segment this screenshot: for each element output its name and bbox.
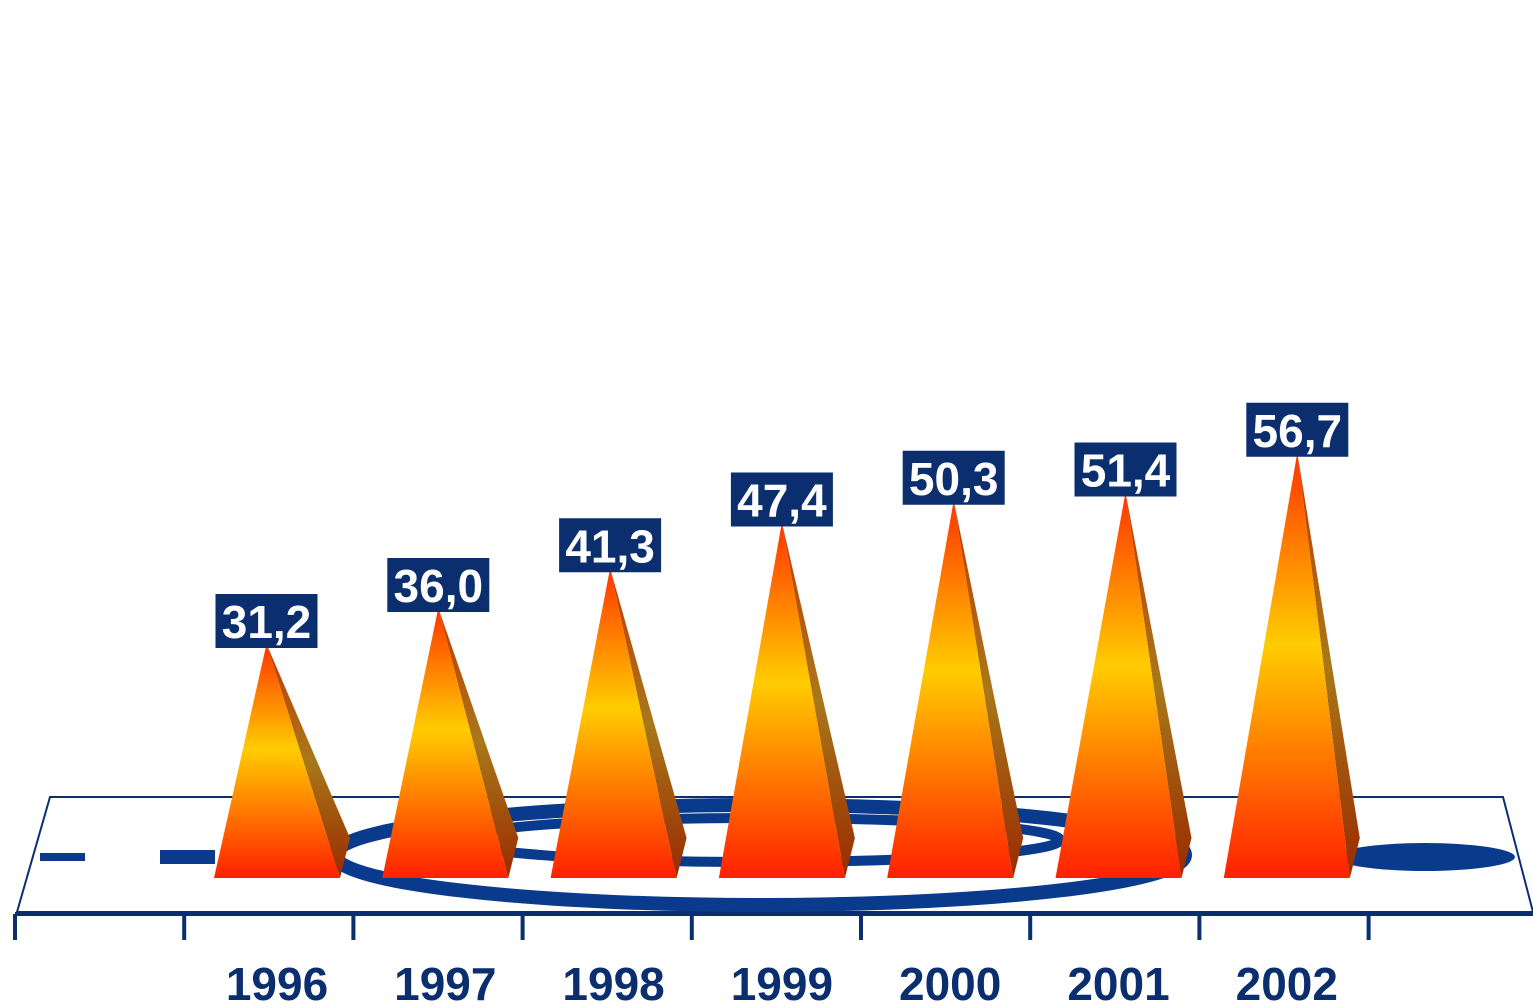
data-label: 51,4 <box>1081 445 1171 497</box>
pyramid-bar <box>1223 452 1350 878</box>
pyramid-bar-side <box>1297 452 1360 878</box>
data-label: 56,7 <box>1253 405 1343 457</box>
pyramid-bars <box>214 452 1360 878</box>
pyramid-bar <box>887 500 1014 878</box>
x-tick-label: 1998 <box>562 958 664 1008</box>
data-label-box <box>559 518 662 573</box>
data-label-box <box>902 450 1005 505</box>
x-tick-label: 1999 <box>731 958 833 1008</box>
data-label: 36,0 <box>394 560 484 612</box>
pyramid-bar-side <box>610 568 687 878</box>
x-tick-label: 2001 <box>1067 958 1169 1008</box>
pyramid-bar <box>214 644 340 878</box>
value-labels: 31,2 36,0 41,3 47,4 50,3 51,4 56,7 <box>215 402 1349 648</box>
pyramid-bar-side <box>953 500 1024 878</box>
x-axis <box>13 912 1533 940</box>
x-tick-labels: 1996 1997 1998 1999 2000 2001 2002 <box>226 958 1338 1008</box>
pyramid-bar-side <box>438 608 519 878</box>
x-tick-label: 1996 <box>226 958 328 1008</box>
data-label-box <box>1246 402 1349 457</box>
x-tick-label: 1997 <box>394 958 496 1008</box>
pyramid-bar <box>382 608 509 878</box>
x-axis-ticks <box>13 914 1371 940</box>
data-label: 47,4 <box>737 475 827 527</box>
pyramid-bar <box>718 522 845 878</box>
data-label-box <box>215 594 318 648</box>
data-label: 41,3 <box>565 520 655 572</box>
pyramid-bar-side <box>1125 492 1192 878</box>
data-label: 50,3 <box>909 453 999 505</box>
pyramid-bar <box>550 568 677 878</box>
pyramid-bar-side <box>781 522 855 878</box>
pyramid-bar-side <box>266 644 350 878</box>
x-tick-label: 2000 <box>899 958 1001 1008</box>
data-label-box <box>1074 442 1177 497</box>
data-label-box <box>387 558 490 612</box>
data-label-box <box>730 472 833 527</box>
pyramid-bar <box>1055 492 1182 878</box>
x-tick-label: 2002 <box>1236 958 1338 1008</box>
data-label: 31,2 <box>222 596 312 648</box>
